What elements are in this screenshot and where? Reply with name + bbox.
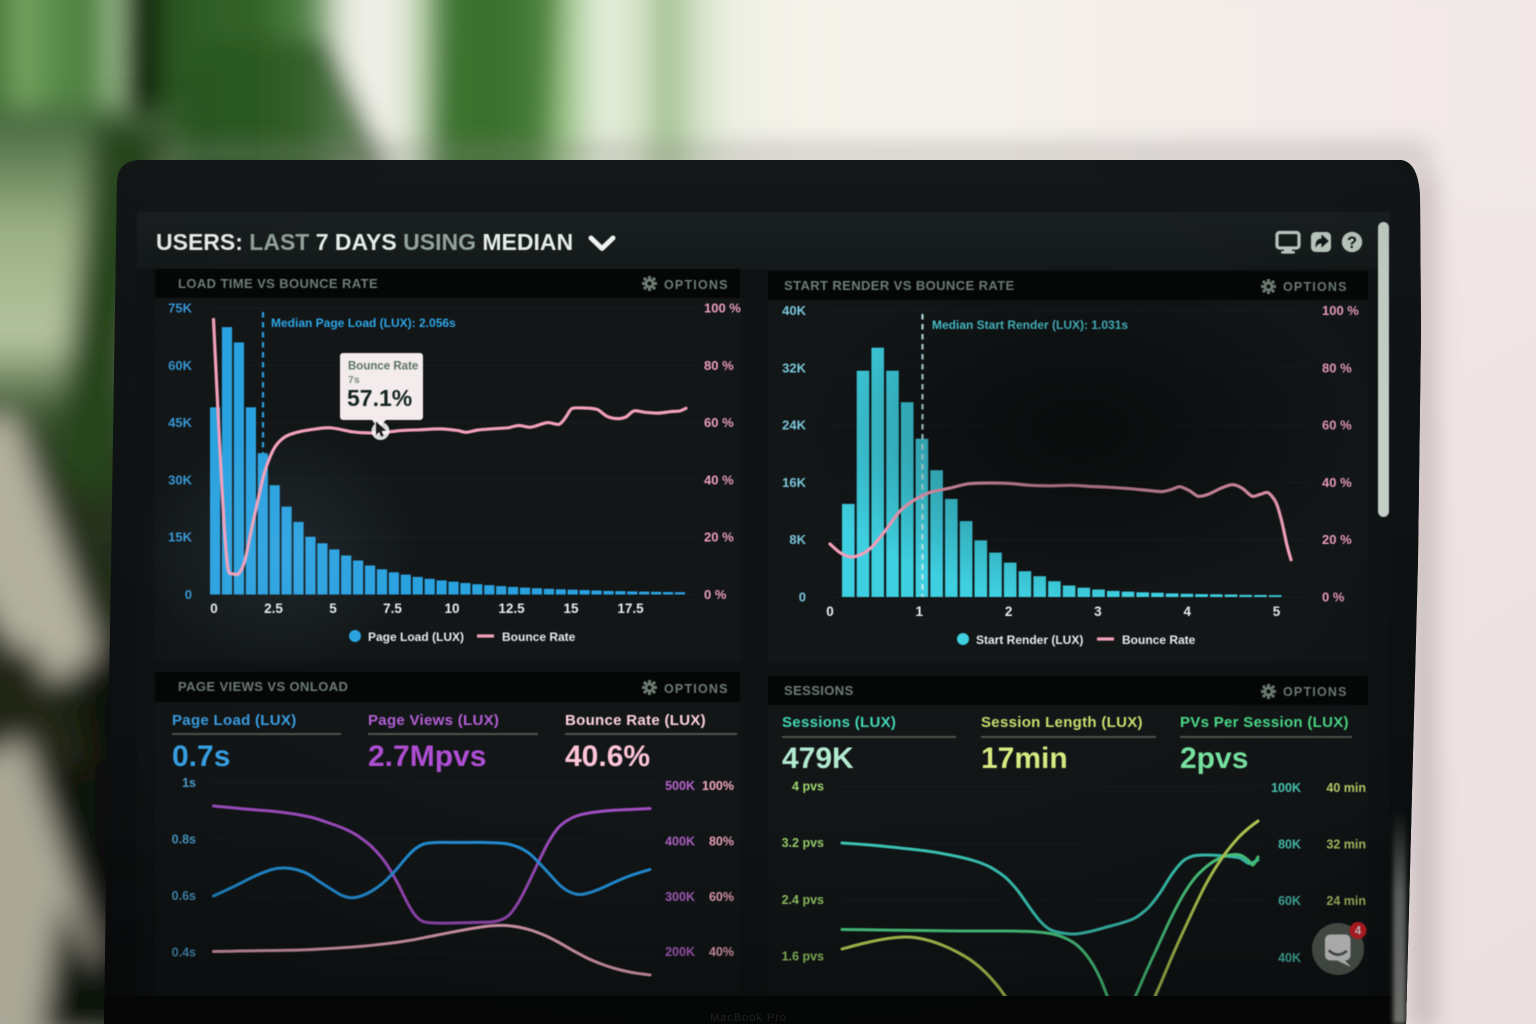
svg-text:15K: 15K bbox=[168, 530, 192, 545]
svg-text:5: 5 bbox=[329, 601, 337, 616]
svg-text:40 %: 40 % bbox=[1322, 475, 1352, 490]
svg-text:100 %: 100 % bbox=[704, 301, 741, 316]
svg-text:4: 4 bbox=[1355, 926, 1362, 938]
svg-text:60%: 60% bbox=[709, 890, 734, 904]
svg-text:40 %: 40 % bbox=[704, 472, 734, 487]
svg-text:40 min: 40 min bbox=[1326, 781, 1366, 795]
svg-text:500K: 500K bbox=[665, 779, 695, 793]
svg-text:7.5: 7.5 bbox=[383, 601, 402, 616]
svg-text:80K: 80K bbox=[1278, 838, 1301, 852]
svg-text:20 %: 20 % bbox=[1322, 532, 1352, 547]
svg-text:60 %: 60 % bbox=[704, 415, 734, 430]
svg-text:0.4s: 0.4s bbox=[172, 946, 196, 960]
svg-text:24K: 24K bbox=[782, 418, 806, 433]
svg-text:30K: 30K bbox=[168, 472, 192, 487]
svg-text:0: 0 bbox=[826, 604, 834, 619]
svg-text:40%: 40% bbox=[709, 945, 734, 959]
svg-text:0: 0 bbox=[185, 587, 192, 602]
svg-text:Start Render (LUX): Start Render (LUX) bbox=[976, 633, 1083, 647]
svg-text:2.4 pvs: 2.4 pvs bbox=[782, 893, 824, 907]
svg-text:4: 4 bbox=[1183, 604, 1191, 619]
svg-text:24 min: 24 min bbox=[1326, 894, 1366, 908]
svg-text:0: 0 bbox=[210, 601, 218, 616]
svg-text:1.6 pvs: 1.6 pvs bbox=[782, 950, 824, 964]
svg-text:80%: 80% bbox=[709, 834, 734, 848]
svg-text:4 pvs: 4 pvs bbox=[792, 780, 824, 794]
svg-text:Bounce Rate: Bounce Rate bbox=[1122, 633, 1196, 647]
svg-text:400K: 400K bbox=[665, 834, 695, 848]
svg-text:Median Start Render (LUX): 1.0: Median Start Render (LUX): 1.031s bbox=[932, 318, 1128, 332]
svg-text:60 %: 60 % bbox=[1322, 418, 1352, 433]
svg-text:Bounce Rate: Bounce Rate bbox=[502, 630, 576, 644]
svg-text:2.5: 2.5 bbox=[264, 601, 283, 616]
svg-text:75K: 75K bbox=[168, 301, 192, 316]
svg-text:5: 5 bbox=[1273, 604, 1281, 619]
svg-text:80 %: 80 % bbox=[1322, 360, 1352, 375]
svg-text:32K: 32K bbox=[782, 360, 806, 375]
svg-text:0: 0 bbox=[799, 590, 806, 605]
svg-text:15: 15 bbox=[563, 601, 579, 616]
svg-text:100%: 100% bbox=[702, 779, 734, 793]
svg-text:40K: 40K bbox=[782, 303, 806, 318]
svg-text:1s: 1s bbox=[182, 776, 196, 790]
svg-text:57.1%: 57.1% bbox=[347, 385, 412, 411]
svg-text:1: 1 bbox=[916, 604, 924, 619]
svg-text:0 %: 0 % bbox=[1322, 590, 1345, 605]
svg-text:40K: 40K bbox=[1278, 951, 1301, 965]
svg-text:0 %: 0 % bbox=[704, 587, 727, 602]
svg-text:2: 2 bbox=[1005, 604, 1013, 619]
svg-text:12.5: 12.5 bbox=[498, 601, 525, 616]
svg-text:100K: 100K bbox=[1271, 781, 1301, 795]
svg-text:0.6s: 0.6s bbox=[172, 889, 196, 903]
svg-text:10: 10 bbox=[444, 601, 459, 616]
svg-text:80 %: 80 % bbox=[704, 358, 734, 373]
svg-text:17.5: 17.5 bbox=[617, 601, 644, 616]
svg-text:100 %: 100 % bbox=[1322, 303, 1359, 318]
svg-text:0.8s: 0.8s bbox=[172, 833, 196, 847]
svg-text:3.2 pvs: 3.2 pvs bbox=[782, 836, 824, 850]
svg-text:Bounce Rate: Bounce Rate bbox=[348, 361, 418, 373]
svg-text:300K: 300K bbox=[665, 890, 695, 904]
svg-text:60K: 60K bbox=[1278, 894, 1301, 908]
svg-text:8K: 8K bbox=[789, 532, 806, 547]
svg-text:Page Load (LUX): Page Load (LUX) bbox=[368, 630, 464, 644]
svg-text:7s: 7s bbox=[348, 374, 360, 386]
svg-text:20 %: 20 % bbox=[704, 530, 734, 545]
svg-text:16K: 16K bbox=[782, 475, 806, 490]
svg-text:60K: 60K bbox=[168, 358, 192, 373]
svg-text:3: 3 bbox=[1094, 604, 1102, 619]
svg-text:45K: 45K bbox=[168, 415, 192, 430]
svg-text:32 min: 32 min bbox=[1326, 838, 1366, 852]
svg-text:200K: 200K bbox=[665, 945, 695, 959]
svg-text:?: ? bbox=[1347, 234, 1357, 252]
svg-text:Median Page Load (LUX): 2.056s: Median Page Load (LUX): 2.056s bbox=[271, 316, 456, 330]
